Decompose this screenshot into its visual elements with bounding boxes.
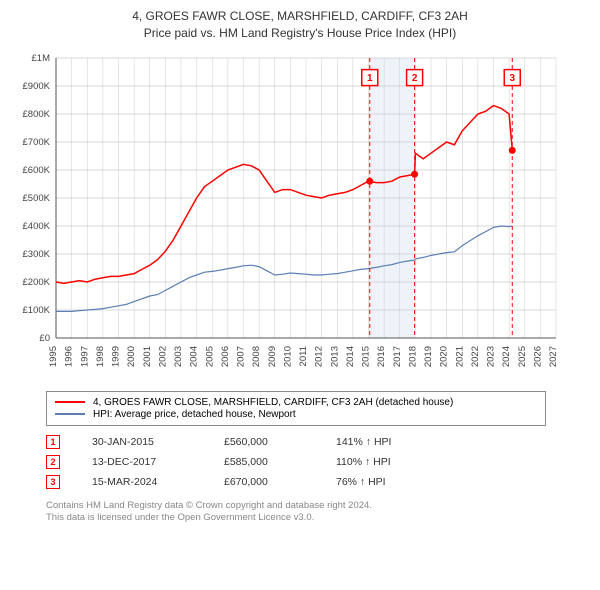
chart-container: £0 £100K £200K £300K £400K £500K £600K £700K £80… (8, 48, 592, 383)
sale-price: £670,000 (224, 476, 304, 488)
svg-text:2006: 2006 (220, 346, 231, 367)
sale-hpi: 76% ↑ HPI (336, 476, 426, 488)
svg-text:1999: 1999 (111, 346, 122, 367)
svg-text:2026: 2026 (532, 346, 543, 367)
svg-text:2027: 2027 (548, 346, 559, 367)
footnote-line2: This data is licensed under the Open Gov… (46, 512, 546, 524)
legend-row-property: 4, GROES FAWR CLOSE, MARSHFIELD, CARDIFF… (55, 397, 537, 408)
legend-row-hpi: HPI: Average price, detached house, Newp… (55, 409, 537, 420)
svg-text:1997: 1997 (79, 346, 90, 367)
legend-box: 4, GROES FAWR CLOSE, MARSHFIELD, CARDIFF… (46, 391, 546, 426)
sale-price: £585,000 (224, 456, 304, 468)
svg-text:2004: 2004 (189, 346, 200, 367)
svg-text:2025: 2025 (517, 346, 528, 367)
svg-text:2016: 2016 (376, 346, 387, 367)
svg-text:2008: 2008 (251, 346, 262, 367)
svg-text:£500K: £500K (23, 193, 51, 204)
svg-text:2014: 2014 (345, 346, 356, 367)
sale-date: 13-DEC-2017 (92, 456, 192, 468)
legend-swatch-hpi (55, 413, 85, 415)
sale-date: 30-JAN-2015 (92, 436, 192, 448)
sale-date: 15-MAR-2024 (92, 476, 192, 488)
svg-text:2011: 2011 (298, 346, 309, 366)
svg-text:£900K: £900K (23, 81, 51, 92)
svg-text:3: 3 (509, 73, 515, 84)
legend-label-hpi: HPI: Average price, detached house, Newp… (93, 409, 296, 420)
svg-text:£200K: £200K (23, 277, 51, 288)
sale-hpi: 141% ↑ HPI (336, 436, 426, 448)
svg-text:1998: 1998 (95, 346, 106, 367)
sales-table: 1 30-JAN-2015 £560,000 141% ↑ HPI 2 13-DEC-20… (46, 432, 546, 492)
svg-text:2000: 2000 (126, 346, 137, 367)
svg-text:£300K: £300K (23, 249, 51, 260)
svg-text:2022: 2022 (470, 346, 481, 367)
svg-text:2017: 2017 (392, 346, 403, 367)
sale-marker-icon: 2 (46, 455, 60, 469)
svg-text:2003: 2003 (173, 346, 184, 367)
sale-hpi: 110% ↑ HPI (336, 456, 426, 468)
svg-text:2023: 2023 (486, 346, 497, 367)
footnote: Contains HM Land Registry data © Crown c… (46, 500, 546, 525)
svg-text:1: 1 (367, 73, 373, 84)
svg-text:£600K: £600K (23, 165, 51, 176)
svg-text:2021: 2021 (454, 346, 465, 367)
sales-row: 3 15-MAR-2024 £670,000 76% ↑ HPI (46, 472, 546, 492)
footnote-line1: Contains HM Land Registry data © Crown c… (46, 500, 546, 512)
svg-text:2015: 2015 (361, 346, 372, 367)
sale-marker-icon: 1 (46, 435, 60, 449)
title-subtitle: Price paid vs. HM Land Registry's House … (8, 25, 592, 42)
svg-text:£800K: £800K (23, 109, 51, 120)
svg-text:2024: 2024 (501, 346, 512, 367)
legend-swatch-property (55, 401, 85, 403)
svg-text:2002: 2002 (157, 346, 168, 367)
sale-marker-icon: 3 (46, 475, 60, 489)
svg-text:2: 2 (412, 73, 418, 84)
svg-text:1996: 1996 (64, 346, 75, 367)
svg-text:2018: 2018 (407, 346, 418, 367)
svg-text:£400K: £400K (23, 221, 51, 232)
sales-row: 1 30-JAN-2015 £560,000 141% ↑ HPI (46, 432, 546, 452)
sale-price: £560,000 (224, 436, 304, 448)
svg-text:£1M: £1M (32, 53, 51, 64)
svg-text:2020: 2020 (439, 346, 450, 367)
svg-text:£0: £0 (39, 333, 50, 344)
sales-row: 2 13-DEC-2017 £585,000 110% ↑ HPI (46, 452, 546, 472)
svg-text:2012: 2012 (314, 346, 325, 367)
legend-label-property: 4, GROES FAWR CLOSE, MARSHFIELD, CARDIFF… (93, 397, 453, 408)
title-address: 4, GROES FAWR CLOSE, MARSHFIELD, CARDIFF… (8, 8, 592, 25)
svg-text:2005: 2005 (204, 346, 215, 367)
price-chart: £0 £100K £200K £300K £400K £500K £600K £700K £80… (8, 48, 568, 378)
svg-text:£700K: £700K (23, 137, 51, 148)
svg-text:2013: 2013 (329, 346, 340, 367)
title-block: 4, GROES FAWR CLOSE, MARSHFIELD, CARDIFF… (8, 8, 592, 42)
svg-text:£100K: £100K (23, 305, 51, 316)
svg-text:2007: 2007 (236, 346, 247, 367)
svg-text:2010: 2010 (282, 346, 293, 367)
svg-text:2019: 2019 (423, 346, 434, 367)
svg-text:2001: 2001 (142, 346, 153, 367)
svg-text:2009: 2009 (267, 346, 278, 367)
svg-text:1995: 1995 (48, 346, 59, 367)
